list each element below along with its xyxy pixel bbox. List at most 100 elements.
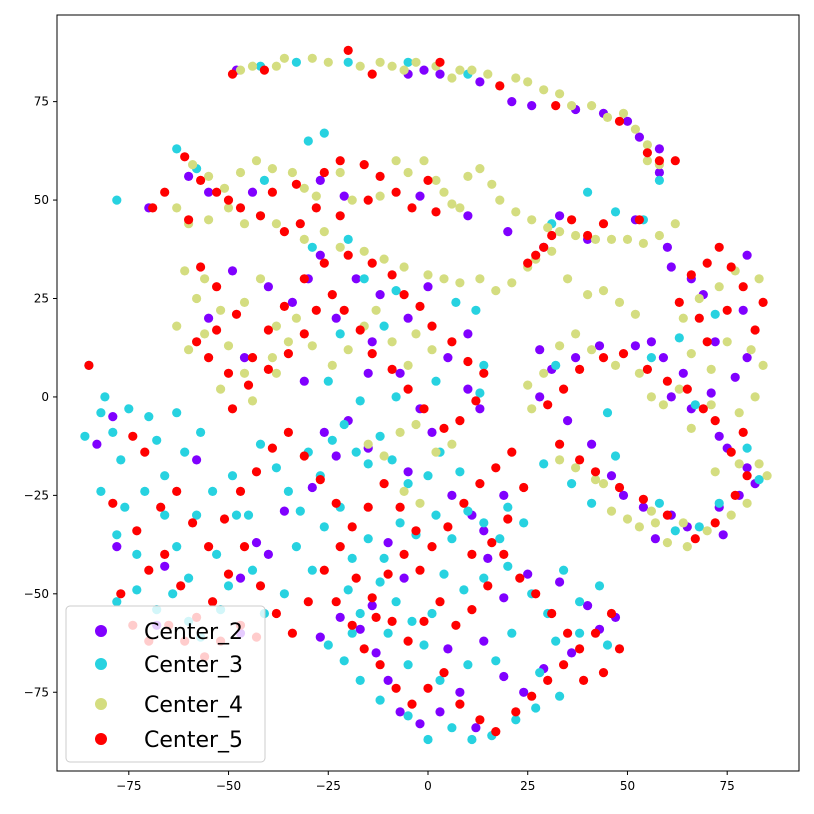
data-point: [754, 274, 764, 284]
data-point: [291, 179, 301, 189]
x-axis: −75 −50 −25 0 25 50 75: [116, 771, 735, 793]
data-point: [399, 549, 409, 560]
data-point: [523, 569, 533, 579]
data-point: [606, 608, 617, 619]
data-point: [435, 707, 445, 717]
data-point: [231, 510, 242, 520]
data-point: [714, 282, 724, 292]
data-point: [598, 479, 609, 489]
y-tick-label: −75: [24, 685, 49, 699]
data-point: [96, 486, 106, 496]
data-point: [447, 439, 457, 449]
data-point: [423, 270, 433, 280]
data-point: [307, 341, 317, 351]
data-point: [463, 506, 473, 516]
data-point: [343, 45, 353, 56]
data-point: [467, 549, 477, 560]
data-point: [634, 132, 645, 142]
data-point: [714, 242, 724, 252]
data-point: [263, 282, 273, 292]
data-point: [439, 187, 449, 197]
data-point: [140, 486, 150, 496]
data-point: [511, 207, 521, 217]
data-point: [471, 305, 481, 315]
data-point: [407, 699, 417, 709]
data-point: [363, 502, 373, 512]
data-point: [535, 345, 545, 355]
data-point: [375, 431, 385, 441]
data-point: [347, 522, 357, 532]
data-point: [351, 274, 361, 284]
data-point: [479, 518, 489, 528]
data-point: [204, 353, 214, 363]
data-point: [706, 400, 716, 410]
data-point: [602, 640, 613, 650]
data-point: [367, 258, 377, 268]
data-point: [499, 549, 509, 560]
data-point: [519, 687, 529, 697]
data-point: [291, 542, 301, 552]
data-point: [287, 297, 297, 307]
data-point: [112, 195, 122, 205]
data-point: [567, 215, 577, 225]
data-point: [391, 286, 401, 296]
data-point: [559, 384, 569, 394]
data-point: [678, 518, 688, 528]
data-point: [116, 589, 126, 599]
data-point: [399, 290, 409, 300]
data-point: [475, 404, 485, 414]
data-point: [148, 203, 158, 213]
data-point: [535, 392, 545, 402]
data-point: [367, 69, 377, 79]
data-point: [610, 207, 621, 217]
data-point: [395, 368, 405, 378]
data-point: [351, 447, 361, 457]
data-point: [606, 234, 617, 244]
data-point: [387, 270, 397, 280]
data-point: [439, 274, 449, 284]
data-point: [343, 345, 353, 355]
data-point: [447, 199, 457, 209]
data-point: [168, 589, 178, 599]
data-point: [630, 309, 641, 319]
data-point: [431, 175, 441, 185]
data-point: [204, 171, 214, 181]
data-point: [742, 498, 752, 508]
data-point: [447, 337, 457, 347]
data-point: [323, 57, 333, 67]
data-point: [331, 451, 341, 461]
data-point: [602, 408, 613, 418]
data-point: [363, 368, 373, 378]
data-point: [379, 321, 389, 331]
data-point: [423, 282, 433, 292]
data-point: [271, 368, 281, 378]
data-point: [247, 61, 258, 71]
data-point: [132, 549, 142, 560]
data-point: [555, 691, 565, 701]
data-point: [678, 313, 688, 323]
data-point: [447, 73, 457, 83]
data-point: [291, 313, 301, 323]
data-point: [571, 329, 581, 339]
data-point: [196, 262, 206, 272]
data-point: [523, 258, 533, 268]
data-point: [239, 219, 250, 229]
data-point: [283, 486, 293, 496]
data-point: [463, 329, 473, 339]
legend-label-center-4: Center_4: [144, 693, 243, 718]
data-point: [714, 431, 724, 441]
data-point: [583, 601, 593, 611]
data-point: [192, 455, 202, 465]
data-point: [212, 325, 222, 335]
data-point: [335, 612, 345, 623]
data-point: [259, 175, 269, 185]
data-point: [303, 136, 313, 146]
data-point: [475, 77, 485, 87]
data-point: [662, 376, 673, 386]
data-point: [379, 553, 389, 564]
data-point: [223, 341, 234, 351]
data-point: [255, 274, 266, 284]
data-point: [204, 215, 214, 225]
data-point: [555, 211, 565, 221]
data-point: [251, 156, 262, 166]
